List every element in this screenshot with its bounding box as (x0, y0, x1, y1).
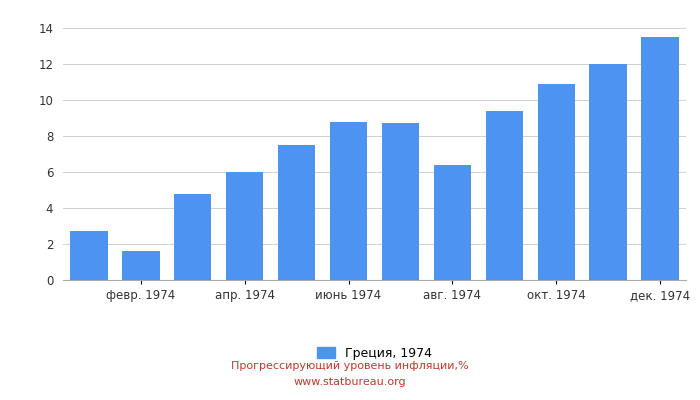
Bar (330, 122, 368, 280)
Bar (434, 165, 471, 280)
Bar (486, 111, 523, 280)
Bar (278, 145, 315, 280)
Bar (538, 84, 575, 280)
Bar (174, 194, 211, 280)
Text: www.statbureau.org: www.statbureau.org (294, 377, 406, 387)
Bar (122, 251, 160, 280)
Bar (589, 64, 626, 280)
Bar (226, 172, 263, 280)
Bar (382, 123, 419, 280)
Legend: Греция, 1974: Греция, 1974 (312, 342, 438, 365)
Text: Прогрессирующий уровень инфляции,%: Прогрессирующий уровень инфляции,% (231, 361, 469, 371)
Bar (70, 231, 108, 280)
Bar (641, 37, 679, 280)
